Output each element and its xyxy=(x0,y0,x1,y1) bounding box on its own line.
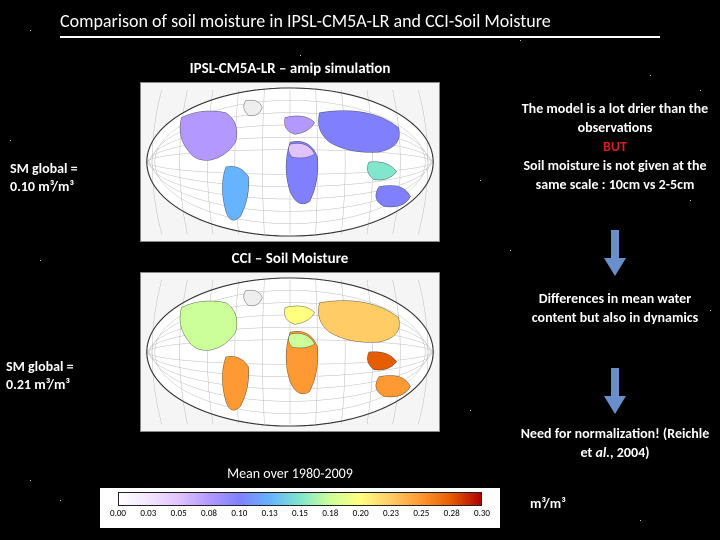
arrow-down-1 xyxy=(600,230,630,278)
colorbar-unit: m³/m³ xyxy=(530,495,566,512)
commentary-block-3: Need for normalization! (Reichle et al.,… xyxy=(520,425,710,463)
colorbar-ticks: 0.000.030.050.080.100.130.150.180.200.23… xyxy=(118,508,482,522)
sm-global-top-value: 0.10 m³/m³ xyxy=(10,178,74,195)
sm-global-bottom-value: 0.21 m³/m³ xyxy=(6,376,70,393)
commentary-block-2: Differences in mean water content but al… xyxy=(520,290,710,328)
panel-bottom-subtitle: CCI – Soil Moisture xyxy=(150,250,430,268)
commentary-but: BUT xyxy=(603,138,627,155)
page-title: Comparison of soil moisture in IPSL-CM5A… xyxy=(60,10,660,38)
globe-map-top xyxy=(140,82,440,242)
colorbar: 0.000.030.050.080.100.130.150.180.200.23… xyxy=(100,488,500,528)
globe-svg-top xyxy=(141,83,439,241)
sm-global-bottom: SM global = 0.21 m³/m³ xyxy=(6,358,74,394)
commentary-3-text: Need for normalization! (Reichle et al.,… xyxy=(521,425,710,461)
panel-top-subtitle: IPSL-CM5A-LR – amip simulation xyxy=(150,60,430,78)
globe-map-bottom xyxy=(140,272,440,432)
arrow-down-2 xyxy=(600,368,630,416)
sm-global-top-label: SM global = xyxy=(10,160,78,177)
sm-global-bottom-label: SM global = xyxy=(6,358,74,375)
commentary-block-1: The model is a lot drier than the observ… xyxy=(520,100,710,194)
colorbar-gradient xyxy=(118,492,482,506)
commentary-1b: Soil moisture is not given at the same s… xyxy=(523,157,706,193)
mean-period-caption: Mean over 1980-2009 xyxy=(180,465,400,482)
globe-svg-bottom xyxy=(141,273,439,431)
sm-global-top: SM global = 0.10 m³/m³ xyxy=(10,160,78,196)
commentary-1a: The model is a lot drier than the observ… xyxy=(522,100,708,136)
